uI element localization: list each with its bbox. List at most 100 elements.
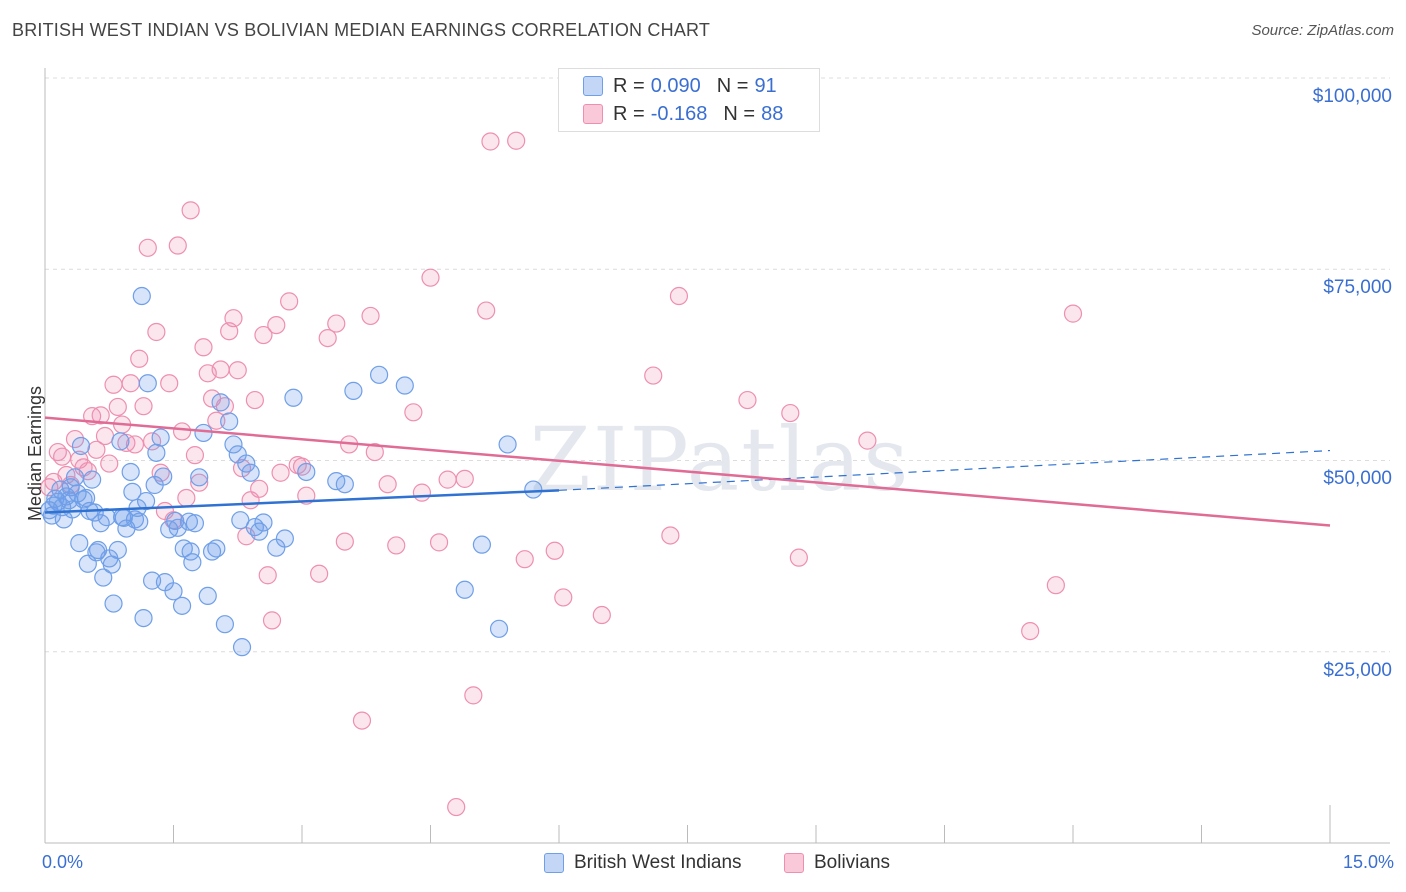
point-british-west-indians bbox=[231, 511, 250, 530]
point-british-west-indians bbox=[147, 443, 166, 462]
point-bolivians bbox=[481, 132, 500, 151]
point-british-west-indians bbox=[65, 468, 85, 487]
point-british-west-indians bbox=[134, 608, 153, 628]
point-british-west-indians bbox=[254, 513, 273, 532]
trendline-bolivians bbox=[44, 416, 1331, 527]
y-tick-label-100000: $100,000 bbox=[1312, 86, 1392, 107]
chart-title: BRITISH WEST INDIAN VS BOLIVIAN MEDIAN E… bbox=[12, 20, 711, 40]
point-british-west-indians bbox=[77, 488, 96, 508]
point-bolivians bbox=[644, 366, 663, 385]
point-bolivians bbox=[429, 533, 449, 552]
x-tick-label-max: 15.0% bbox=[1342, 852, 1394, 872]
point-bolivians bbox=[194, 338, 213, 357]
point-bolivians bbox=[1021, 621, 1040, 641]
point-british-west-indians bbox=[472, 535, 491, 554]
point-british-west-indians bbox=[179, 512, 199, 531]
point-british-west-indians bbox=[70, 534, 89, 553]
point-bolivians bbox=[669, 286, 689, 306]
point-british-west-indians bbox=[164, 582, 183, 601]
legend-n-label: N = bbox=[716, 74, 749, 97]
legend-r-value: 0.090 bbox=[650, 74, 701, 97]
point-bolivians bbox=[438, 470, 457, 489]
point-bolivians bbox=[250, 479, 269, 498]
point-bolivians bbox=[365, 442, 384, 462]
point-bolivians bbox=[254, 325, 273, 345]
point-british-west-indians bbox=[211, 393, 230, 412]
point-british-west-indians bbox=[83, 470, 102, 489]
chart-source: Source: ZipAtlas.com bbox=[1251, 22, 1394, 39]
trendline-british-west-indians-projection bbox=[558, 449, 1331, 491]
point-british-west-indians bbox=[71, 436, 91, 456]
point-british-west-indians bbox=[104, 594, 123, 613]
point-british-west-indians bbox=[344, 381, 363, 400]
point-bolivians bbox=[224, 309, 243, 328]
point-british-west-indians bbox=[130, 512, 149, 531]
y-axis-title: Median Earnings bbox=[25, 385, 46, 522]
series-swatch-pink bbox=[784, 853, 804, 873]
point-bolivians bbox=[245, 390, 264, 410]
point-bolivians bbox=[207, 411, 226, 430]
point-british-west-indians bbox=[232, 638, 252, 657]
point-british-west-indians bbox=[370, 365, 389, 384]
point-bolivians bbox=[661, 526, 680, 545]
correlation-legend: R = 0.090 N = 91 R = -0.168 N = 88 bbox=[558, 68, 820, 132]
point-bolivians bbox=[464, 686, 483, 705]
point-bolivians bbox=[507, 131, 526, 150]
point-british-west-indians bbox=[111, 432, 130, 451]
point-british-west-indians bbox=[250, 522, 269, 541]
point-british-west-indians bbox=[168, 518, 187, 537]
point-british-west-indians bbox=[489, 619, 509, 638]
point-bolivians bbox=[121, 374, 140, 393]
point-bolivians bbox=[104, 375, 123, 394]
series-label: Bolivians bbox=[814, 852, 891, 873]
point-bolivians bbox=[738, 390, 757, 410]
point-british-west-indians bbox=[61, 478, 80, 497]
point-british-west-indians bbox=[297, 462, 316, 482]
point-british-west-indians bbox=[112, 508, 132, 527]
point-bolivians bbox=[172, 422, 192, 441]
point-bolivians bbox=[142, 432, 162, 451]
y-tick-label-25000: $25,000 bbox=[1323, 660, 1392, 681]
y-tick-label-50000: $50,000 bbox=[1323, 468, 1392, 489]
legend-n-value: 88 bbox=[761, 102, 784, 125]
point-bolivians bbox=[421, 268, 440, 287]
point-british-west-indians bbox=[85, 503, 104, 522]
point-british-west-indians bbox=[275, 529, 294, 548]
point-british-west-indians bbox=[224, 435, 243, 454]
point-bolivians bbox=[258, 566, 277, 585]
point-bolivians bbox=[65, 429, 85, 449]
point-bolivians bbox=[177, 488, 196, 508]
point-british-west-indians bbox=[172, 596, 192, 615]
point-british-west-indians bbox=[207, 539, 226, 558]
point-british-west-indians bbox=[215, 615, 234, 634]
point-bolivians bbox=[100, 454, 119, 473]
point-bolivians bbox=[185, 446, 205, 465]
point-british-west-indians bbox=[284, 388, 303, 407]
legend-n-label: N = bbox=[723, 102, 756, 125]
point-bolivians bbox=[262, 611, 282, 630]
point-british-west-indians bbox=[395, 376, 414, 395]
point-bolivians bbox=[53, 447, 72, 466]
point-bolivians bbox=[327, 314, 346, 333]
point-british-west-indians bbox=[151, 428, 170, 447]
point-british-west-indians bbox=[190, 468, 209, 487]
point-british-west-indians bbox=[123, 482, 142, 501]
point-bolivians bbox=[280, 292, 299, 311]
y-tick-label-75000: $75,000 bbox=[1323, 277, 1392, 298]
point-bolivians bbox=[181, 201, 200, 220]
point-british-west-indians bbox=[108, 540, 127, 560]
point-british-west-indians bbox=[138, 374, 157, 393]
point-british-west-indians bbox=[183, 553, 202, 572]
point-british-west-indians bbox=[94, 568, 113, 587]
point-bolivians bbox=[781, 403, 800, 423]
point-british-west-indians bbox=[132, 286, 151, 306]
legend-n-value: 91 bbox=[754, 74, 777, 97]
point-bolivians bbox=[125, 435, 145, 454]
point-bolivians bbox=[108, 397, 127, 417]
point-bolivians bbox=[271, 463, 290, 482]
watermark: ZIPatlas bbox=[530, 408, 911, 511]
point-british-west-indians bbox=[498, 435, 517, 454]
legend-swatch-pink bbox=[583, 104, 603, 124]
point-bolivians bbox=[228, 361, 247, 380]
